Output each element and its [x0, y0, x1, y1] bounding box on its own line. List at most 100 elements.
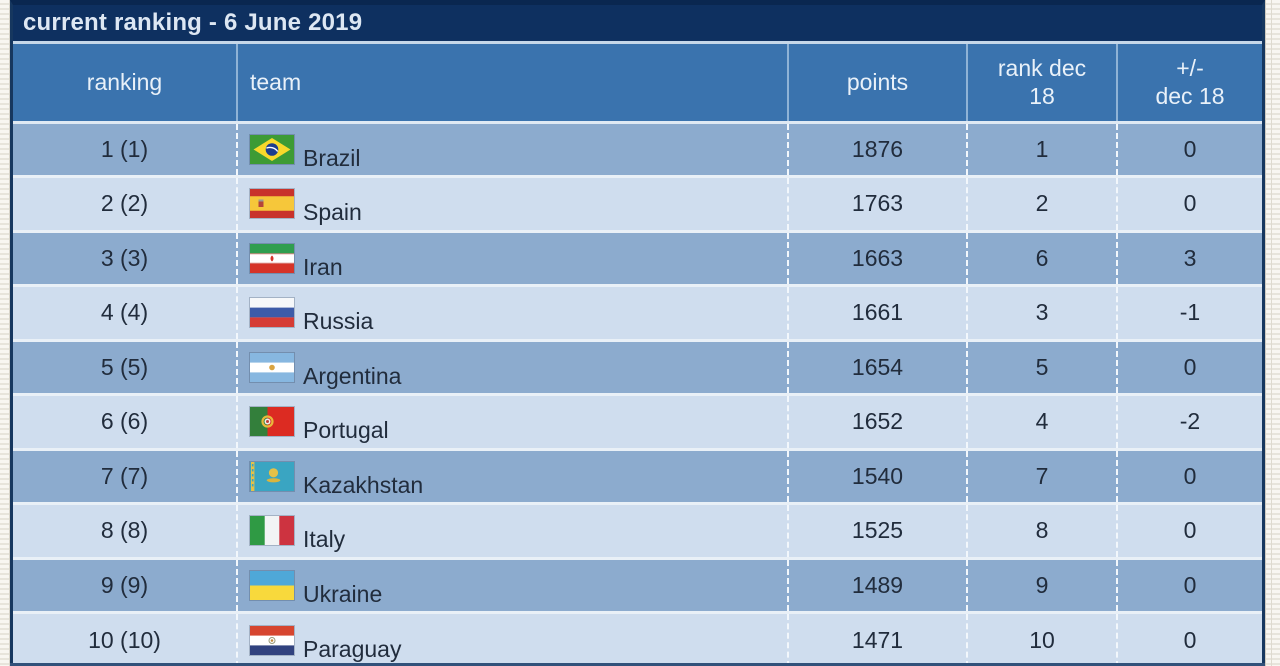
column-header-label: points	[846, 69, 909, 96]
bottom-edge	[10, 663, 1265, 666]
change-cell: 0	[1116, 338, 1262, 395]
change-cell: 0	[1116, 556, 1262, 613]
team-inner: Kazakhstan	[238, 451, 787, 502]
team-inner: Iran	[238, 233, 787, 284]
team-cell: Brazil	[236, 120, 788, 177]
column-header-label: ranking	[86, 69, 163, 96]
column-header-label: dec 18	[1155, 83, 1225, 110]
team-name: Italy	[303, 526, 346, 553]
ranking-cell: 8 (8)	[13, 502, 237, 558]
column-header-label: team	[250, 69, 302, 96]
points-cell: 1540	[787, 447, 967, 504]
ranking-cell: 7 (7)	[13, 447, 237, 504]
table-row: 9 (9) Ukraine 1489 9 0	[13, 556, 1262, 613]
team-inner: Russia	[238, 287, 787, 338]
team-cell: Russia	[236, 284, 788, 340]
ranking-table: ranking team points rank dec 18 +/- dec 18 1 (…	[13, 44, 1262, 666]
flag-iran-icon	[250, 243, 294, 273]
change-cell: 3	[1116, 229, 1262, 286]
ranking-cell: 5 (5)	[13, 338, 237, 395]
points-cell: 1471	[787, 611, 967, 666]
team-name: Argentina	[303, 362, 402, 389]
team-cell: Italy	[236, 502, 788, 558]
team-cell: Argentina	[236, 338, 788, 395]
title-bar: current ranking - 6 June 2019	[13, 5, 1262, 44]
team-name: Ukraine	[303, 580, 383, 607]
rank-dec-cell: 1	[966, 120, 1117, 177]
paper-edge-right	[1265, 0, 1280, 666]
rank-dec-cell: 7	[966, 447, 1117, 504]
column-header-label: +/-	[1176, 55, 1204, 82]
rank-dec-cell: 5	[966, 338, 1117, 395]
change-cell: -1	[1116, 284, 1262, 340]
ranking-cell: 6 (6)	[13, 393, 237, 449]
team-name: Paraguay	[303, 636, 402, 662]
table-row: 2 (2) Spain 1763 2 0	[13, 175, 1262, 231]
flag-russia-icon	[250, 298, 294, 328]
table-row: 10 (10) Paraguay 1471 10 0	[13, 611, 1262, 666]
team-cell: Iran	[236, 229, 788, 286]
change-cell: 0	[1116, 611, 1262, 666]
table-row: 8 (8) Italy 1525 8 0	[13, 502, 1262, 558]
ranking-cell: 1 (1)	[13, 120, 237, 177]
team-inner: Brazil	[238, 124, 787, 175]
flag-argentina-icon	[250, 352, 294, 382]
team-name: Iran	[303, 253, 343, 280]
table-row: 6 (6) Portugal 1652 4 -2	[13, 393, 1262, 449]
team-inner: Paraguay	[238, 615, 787, 666]
rank-dec-cell: 2	[966, 175, 1117, 231]
team-inner: Spain	[238, 178, 787, 229]
ranking-cell: 4 (4)	[13, 284, 237, 340]
column-header-label: 18	[1029, 83, 1055, 110]
ranking-cell: 9 (9)	[13, 556, 237, 613]
points-cell: 1661	[787, 284, 967, 340]
column-header-label: rank dec	[997, 55, 1087, 82]
points-cell: 1663	[787, 229, 967, 286]
team-name: Spain	[303, 199, 362, 226]
team-name: Russia	[303, 308, 374, 335]
table-row: 7 (7) Kazakhstan 1540 7 0	[13, 447, 1262, 504]
team-name: Kazakhstan	[303, 471, 424, 498]
table-row: 5 (5) Argentina 1654 5 0	[13, 338, 1262, 395]
points-cell: 1654	[787, 338, 967, 395]
team-inner: Argentina	[238, 342, 787, 393]
points-cell: 1763	[787, 175, 967, 231]
ranking-cell: 3 (3)	[13, 229, 237, 286]
points-cell: 1876	[787, 120, 967, 177]
rank-dec-cell: 4	[966, 393, 1117, 449]
rank-dec-cell: 8	[966, 502, 1117, 558]
table-row: 4 (4) Russia 1661 3 -1	[13, 284, 1262, 340]
ranking-widget: current ranking - 6 June 2019 ranking tea…	[10, 0, 1265, 666]
points-cell: 1652	[787, 393, 967, 449]
table-body: 1 (1) Brazil 1876 1 0 2 (2) Spain 1763 2 0 3 (3) Ir…	[13, 120, 1262, 666]
table-header: ranking team points rank dec 18 +/- dec 18	[13, 44, 1262, 124]
header-row: ranking team points rank dec 18 +/- dec 18	[13, 44, 1262, 124]
change-cell: 0	[1116, 447, 1262, 504]
table-row: 3 (3) Iran 1663 6 3	[13, 229, 1262, 286]
flag-ukraine-icon	[250, 570, 294, 600]
team-inner: Italy	[238, 505, 787, 556]
rank-dec-cell: 6	[966, 229, 1117, 286]
change-cell: 0	[1116, 502, 1262, 558]
column-header-points: points	[787, 44, 967, 124]
column-header-rank_dec: rank dec 18	[966, 44, 1117, 124]
rank-dec-cell: 3	[966, 284, 1117, 340]
team-cell: Ukraine	[236, 556, 788, 613]
table-row: 1 (1) Brazil 1876 1 0	[13, 120, 1262, 177]
flag-kazakhstan-icon	[250, 461, 294, 491]
team-name: Brazil	[303, 144, 361, 171]
flag-italy-icon	[250, 516, 294, 546]
ranking-cell: 10 (10)	[13, 611, 237, 666]
team-cell: Portugal	[236, 393, 788, 449]
change-cell: -2	[1116, 393, 1262, 449]
team-cell: Spain	[236, 175, 788, 231]
change-cell: 0	[1116, 175, 1262, 231]
ranking-cell: 2 (2)	[13, 175, 237, 231]
team-cell: Kazakhstan	[236, 447, 788, 504]
column-header-ranking: ranking	[13, 44, 237, 124]
points-cell: 1489	[787, 556, 967, 613]
flag-paraguay-icon	[250, 626, 294, 655]
team-name: Portugal	[303, 417, 389, 444]
flag-spain-icon	[250, 189, 294, 219]
points-cell: 1525	[787, 502, 967, 558]
